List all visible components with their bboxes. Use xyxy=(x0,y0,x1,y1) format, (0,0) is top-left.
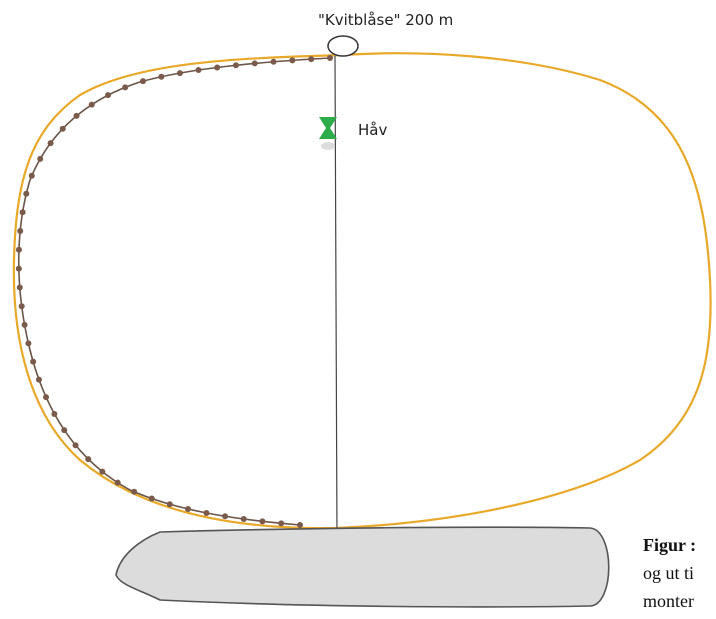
float xyxy=(105,92,112,99)
float xyxy=(176,70,183,77)
float xyxy=(19,209,26,216)
float xyxy=(16,284,23,291)
float xyxy=(148,495,155,502)
float xyxy=(232,62,239,69)
float xyxy=(166,501,173,508)
float xyxy=(195,67,202,74)
float xyxy=(214,64,221,71)
float xyxy=(28,172,35,179)
float xyxy=(203,509,210,516)
float xyxy=(88,101,95,108)
float xyxy=(140,78,147,85)
float xyxy=(99,468,106,475)
caption-line: og ut ti xyxy=(643,563,694,583)
float xyxy=(23,190,30,197)
float xyxy=(297,522,303,528)
float xyxy=(327,55,333,61)
float xyxy=(17,227,24,234)
float xyxy=(61,427,68,434)
float xyxy=(289,57,296,64)
net-shadow xyxy=(321,142,335,150)
float xyxy=(35,376,42,383)
float xyxy=(222,513,229,520)
float xyxy=(131,488,138,495)
buoy xyxy=(327,35,359,57)
float xyxy=(251,60,258,67)
tow-line xyxy=(334,55,338,541)
float xyxy=(59,125,66,132)
float xyxy=(15,246,22,253)
float xyxy=(122,84,129,91)
float xyxy=(30,358,37,365)
caption-line: monter xyxy=(643,591,694,611)
float xyxy=(51,411,58,418)
float xyxy=(240,516,247,523)
float xyxy=(308,56,315,63)
net xyxy=(319,117,337,139)
float-group xyxy=(15,55,333,528)
float xyxy=(15,265,22,272)
buoy-label: "Kvitblåse" 200 m xyxy=(318,11,453,29)
float xyxy=(270,58,277,65)
float xyxy=(18,303,25,310)
net-label: Håv xyxy=(358,121,387,139)
float xyxy=(43,394,50,401)
float xyxy=(47,140,54,147)
seine-loop xyxy=(12,52,712,530)
float xyxy=(259,518,266,525)
caption-title: Figur : xyxy=(643,535,696,555)
float xyxy=(73,112,80,119)
float xyxy=(278,520,285,527)
boat xyxy=(115,526,610,608)
float xyxy=(37,155,44,162)
float xyxy=(21,321,28,328)
float xyxy=(25,340,32,347)
float xyxy=(85,456,92,463)
float xyxy=(114,479,121,486)
float xyxy=(158,73,165,80)
float xyxy=(185,505,192,512)
float xyxy=(72,442,79,449)
